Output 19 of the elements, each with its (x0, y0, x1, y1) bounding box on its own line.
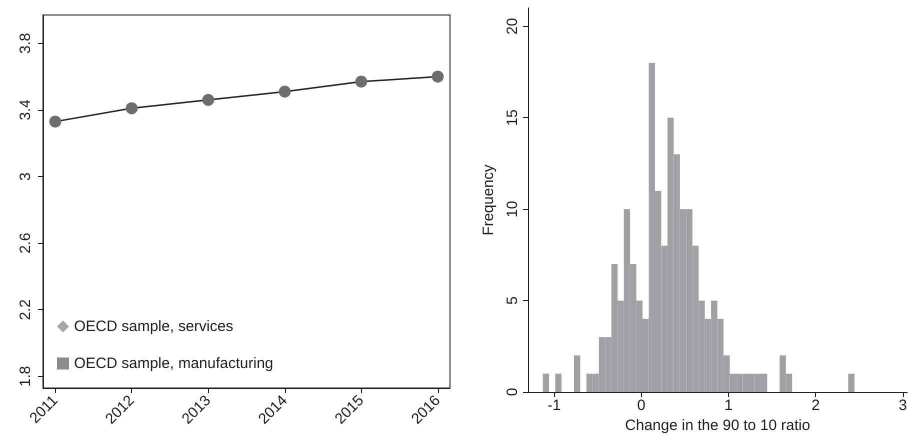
y-tick-label: 15 (504, 109, 521, 126)
y-tick-label: 3.8 (17, 32, 34, 54)
y-tick-label: 3 (17, 172, 34, 181)
legend-label: OECD sample, services (74, 318, 234, 335)
x-tick-label: 2 (811, 397, 820, 414)
y-tick-label: 3.4 (17, 99, 34, 120)
y-tick-label: 1.8 (17, 366, 34, 387)
y-tick-label: 5 (504, 296, 521, 305)
x-tick-label: 0 (637, 397, 646, 414)
x-tick-label: 1 (724, 397, 733, 414)
x-tick-label: 3 (898, 397, 907, 414)
y-tick-label: 10 (504, 200, 521, 218)
y-tick-label: 20 (504, 18, 521, 35)
y-axis-title: Frequency (480, 164, 497, 236)
x-tick-label: -1 (547, 397, 561, 414)
legend-label: OECD sample, manufacturing (74, 355, 274, 372)
y-tick-label: 2.2 (17, 299, 34, 320)
x-axis-title: Change in the 90 to 10 ratio (625, 416, 810, 434)
y-tick-label: 2.6 (17, 232, 34, 254)
